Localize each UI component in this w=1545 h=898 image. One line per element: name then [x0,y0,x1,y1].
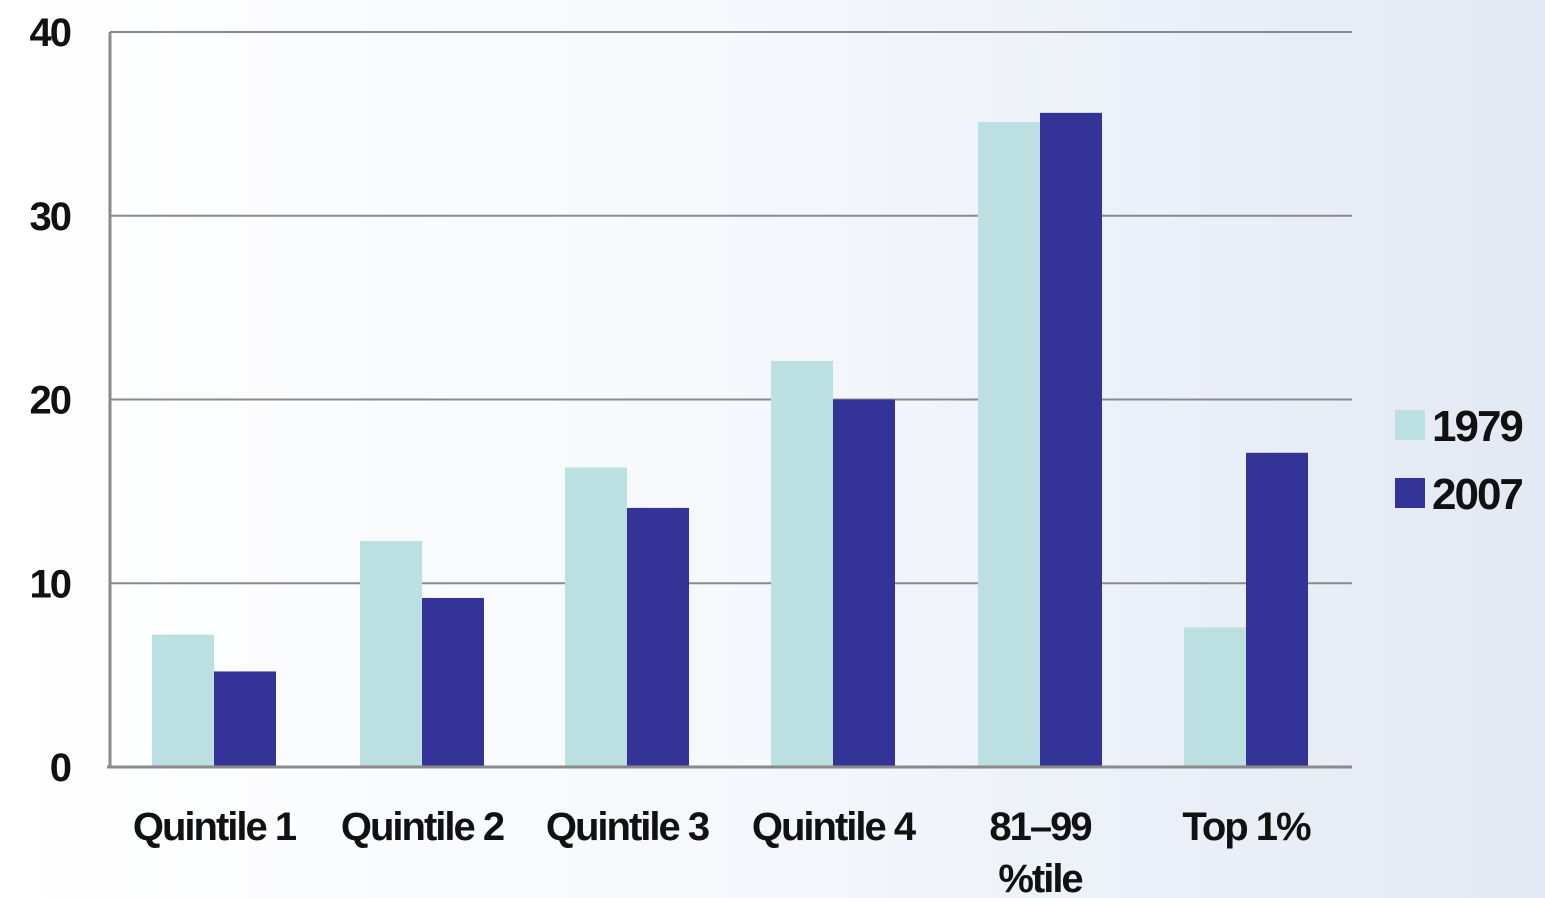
x-category-label-line: Quintile 4 [752,805,917,849]
x-category-label-line: Quintile 1 [133,805,297,849]
x-category-label: Quintile 4 [752,805,917,849]
legend-label-1979: 1979 [1432,402,1522,451]
x-category-label: Top 1% [1182,805,1311,849]
x-category-label: Quintile 1 [133,805,297,849]
bar-1979-1 [152,634,214,767]
bar-1979-6 [1184,627,1246,767]
bar-1979-4 [771,360,833,767]
bar-2007-4 [833,399,895,767]
x-category-label: Quintile 2 [341,805,504,849]
bar-2007-1 [214,671,276,767]
y-tick-label: 20 [30,379,71,423]
x-category-label-line: 81–99 [989,805,1091,849]
y-tick-label: 0 [50,746,71,790]
bar-2007-6 [1246,452,1308,767]
x-category-label-line: Quintile 3 [546,805,709,849]
gridlines [110,31,1352,585]
axes [107,32,1352,769]
y-tick-label: 30 [30,195,71,239]
x-category-label: Quintile 3 [546,805,709,849]
x-category-label-line: Quintile 2 [341,805,504,849]
bar-2007-2 [422,597,484,767]
legend-swatch-1979 [1395,410,1425,440]
bar-2007-3 [627,507,689,767]
legend: 1979 2007 [1395,402,1524,519]
x-category-label-line: %tile [998,857,1082,898]
x-category-label-line: Top 1% [1182,805,1311,849]
bar-1979-3 [565,467,627,767]
x-category-label: 81–99 %tile [989,805,1091,898]
bar-1979-5 [978,122,1040,768]
x-axis-category-labels: Quintile 1 Quintile 2 Quintile 3 Quintile 4… [133,805,1313,898]
y-axis-tick-labels: 0 10 20 30 40 [30,11,73,790]
legend-label-2007: 2007 [1432,470,1522,519]
y-tick-label: 40 [30,11,71,55]
y-tick-label: 10 [30,562,71,606]
bar-2007-5 [1040,112,1102,768]
legend-swatch-2007 [1395,478,1425,508]
bar-1979-2 [360,540,422,767]
bars [152,112,1308,768]
